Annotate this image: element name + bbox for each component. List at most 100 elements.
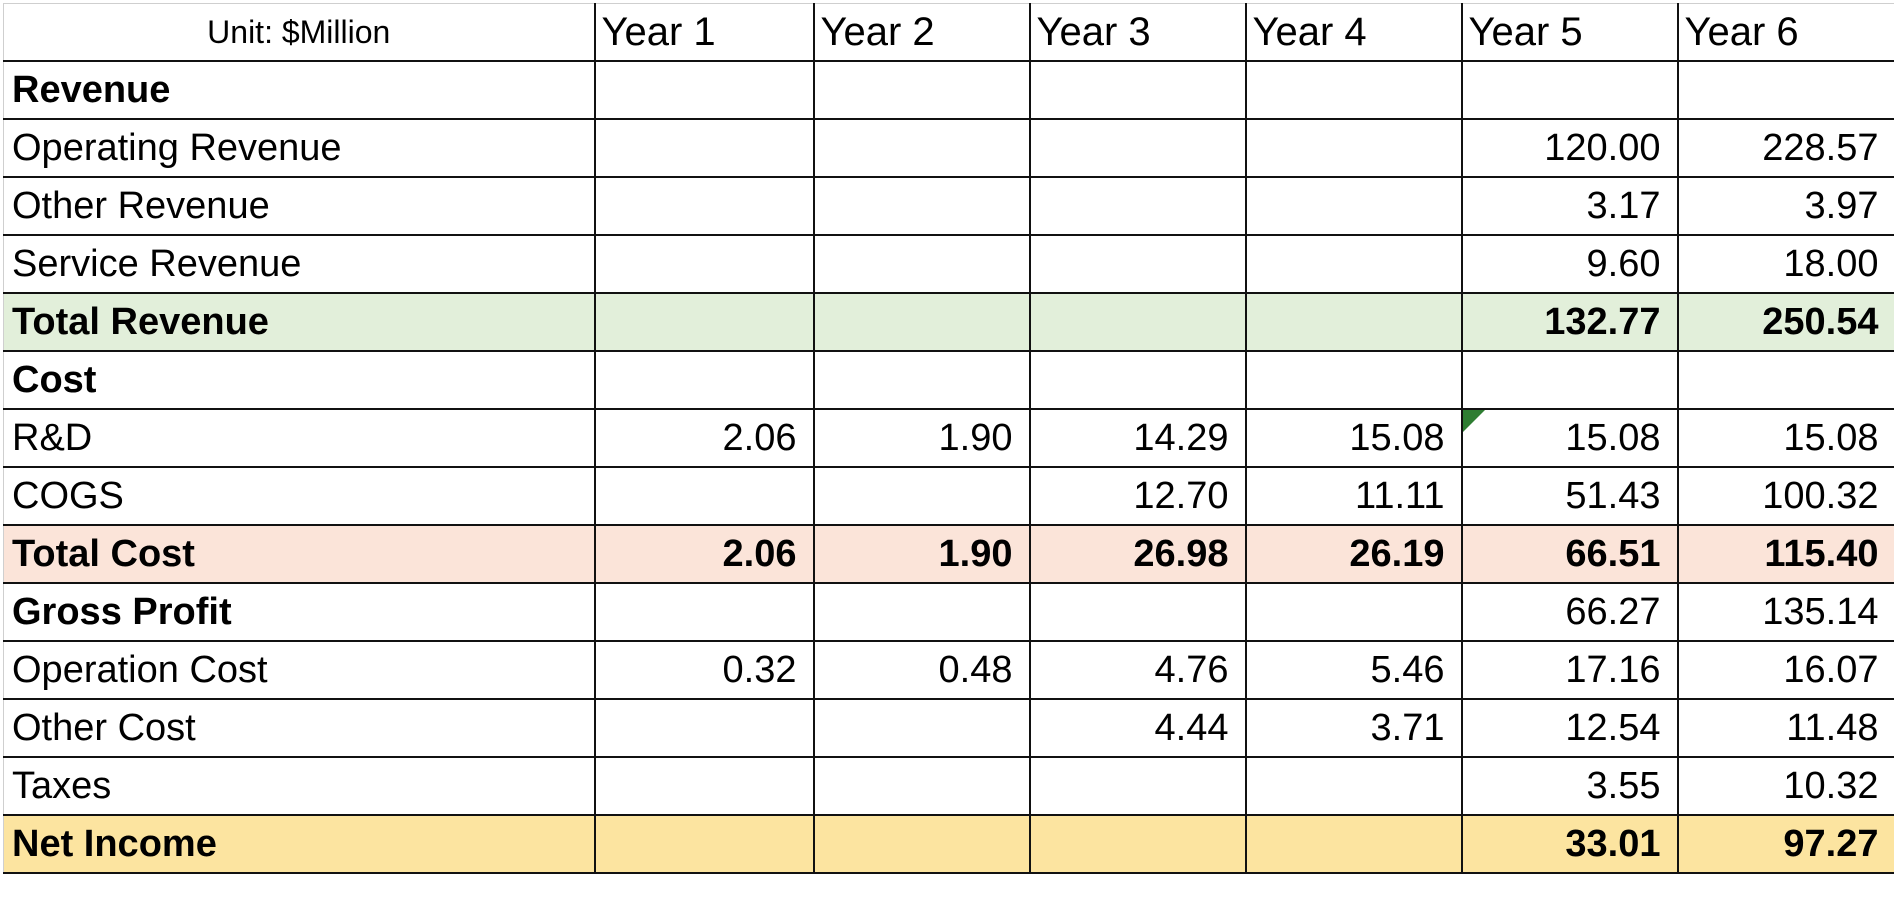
- cell[interactable]: 9.60: [1460, 234, 1679, 294]
- cell[interactable]: 100.32: [1676, 466, 1894, 526]
- cell[interactable]: [1244, 292, 1463, 352]
- cell[interactable]: 16.07: [1676, 640, 1894, 700]
- row-label[interactable]: Taxes: [3, 756, 596, 816]
- cell[interactable]: 10.32: [1676, 756, 1894, 816]
- cell[interactable]: [812, 118, 1031, 178]
- cell[interactable]: 15.08: [1244, 408, 1463, 468]
- cell[interactable]: [1028, 118, 1247, 178]
- cell[interactable]: [1244, 234, 1463, 294]
- cell[interactable]: [593, 292, 815, 352]
- cell[interactable]: 12.54: [1460, 698, 1679, 758]
- cell[interactable]: [812, 582, 1031, 642]
- cell[interactable]: [1028, 176, 1247, 236]
- cell[interactable]: 1.90: [812, 408, 1031, 468]
- cell[interactable]: [593, 466, 815, 526]
- row-label[interactable]: Service Revenue: [3, 234, 596, 294]
- cell[interactable]: 2.06: [593, 408, 815, 468]
- cell[interactable]: [1676, 350, 1894, 410]
- cell[interactable]: 33.01: [1460, 814, 1679, 874]
- cell[interactable]: 1.90: [812, 524, 1031, 584]
- cell[interactable]: 115.40: [1676, 524, 1894, 584]
- cell[interactable]: [812, 466, 1031, 526]
- cell[interactable]: [1028, 814, 1247, 874]
- cell[interactable]: [812, 814, 1031, 874]
- cell[interactable]: [1028, 756, 1247, 816]
- row-label[interactable]: Revenue: [3, 60, 596, 120]
- cell[interactable]: [593, 60, 815, 120]
- cell[interactable]: 26.98: [1028, 524, 1247, 584]
- cell[interactable]: 15.08: [1676, 408, 1894, 468]
- cell[interactable]: [593, 234, 815, 294]
- cell[interactable]: 14.29: [1028, 408, 1247, 468]
- year-header[interactable]: Year 3: [1028, 3, 1247, 62]
- row-label[interactable]: Operating Revenue: [3, 118, 596, 178]
- cell[interactable]: 5.46: [1244, 640, 1463, 700]
- row-label[interactable]: Other Cost: [3, 698, 596, 758]
- cell[interactable]: [812, 60, 1031, 120]
- row-label[interactable]: Gross Profit: [3, 582, 596, 642]
- cell[interactable]: [593, 350, 815, 410]
- row-label[interactable]: Total Cost: [3, 524, 596, 584]
- cell[interactable]: [1028, 350, 1247, 410]
- year-header[interactable]: Year 1: [593, 3, 815, 62]
- cell[interactable]: 51.43: [1460, 466, 1679, 526]
- cell[interactable]: 135.14: [1676, 582, 1894, 642]
- cell[interactable]: 3.55: [1460, 756, 1679, 816]
- cell[interactable]: 120.00: [1460, 118, 1679, 178]
- row-label[interactable]: Operation Cost: [3, 640, 596, 700]
- cell[interactable]: 0.32: [593, 640, 815, 700]
- cell[interactable]: [1244, 814, 1463, 874]
- cell[interactable]: 132.77: [1460, 292, 1679, 352]
- year-header[interactable]: Year 6: [1676, 3, 1894, 62]
- cell[interactable]: [1460, 350, 1679, 410]
- year-header[interactable]: Year 4: [1244, 3, 1463, 62]
- cell[interactable]: [1676, 60, 1894, 120]
- cell[interactable]: 12.70: [1028, 466, 1247, 526]
- cell[interactable]: [812, 756, 1031, 816]
- cell[interactable]: 3.17: [1460, 176, 1679, 236]
- cell-with-comment[interactable]: 15.08: [1460, 408, 1679, 468]
- cell[interactable]: 4.44: [1028, 698, 1247, 758]
- cell[interactable]: [812, 350, 1031, 410]
- cell[interactable]: [1028, 60, 1247, 120]
- cell[interactable]: [1244, 350, 1463, 410]
- cell[interactable]: [593, 698, 815, 758]
- cell[interactable]: [1028, 582, 1247, 642]
- cell[interactable]: [812, 176, 1031, 236]
- cell[interactable]: 4.76: [1028, 640, 1247, 700]
- cell[interactable]: [1244, 756, 1463, 816]
- cell[interactable]: [1244, 60, 1463, 120]
- unit-label[interactable]: Unit: $Million: [3, 3, 596, 62]
- cell[interactable]: [1028, 234, 1247, 294]
- cell[interactable]: 250.54: [1676, 292, 1894, 352]
- cell[interactable]: 228.57: [1676, 118, 1894, 178]
- row-label[interactable]: Other Revenue: [3, 176, 596, 236]
- row-label[interactable]: COGS: [3, 466, 596, 526]
- year-header[interactable]: Year 5: [1460, 3, 1679, 62]
- cell[interactable]: 3.71: [1244, 698, 1463, 758]
- cell[interactable]: [1028, 292, 1247, 352]
- cell[interactable]: 66.27: [1460, 582, 1679, 642]
- cell[interactable]: [1460, 60, 1679, 120]
- cell[interactable]: 0.48: [812, 640, 1031, 700]
- cell[interactable]: 3.97: [1676, 176, 1894, 236]
- cell[interactable]: 26.19: [1244, 524, 1463, 584]
- cell[interactable]: [812, 234, 1031, 294]
- cell[interactable]: 17.16: [1460, 640, 1679, 700]
- cell[interactable]: [593, 118, 815, 178]
- cell[interactable]: 18.00: [1676, 234, 1894, 294]
- cell[interactable]: [1244, 176, 1463, 236]
- cell[interactable]: [812, 698, 1031, 758]
- cell[interactable]: 2.06: [593, 524, 815, 584]
- cell[interactable]: 97.27: [1676, 814, 1894, 874]
- cell[interactable]: 66.51: [1460, 524, 1679, 584]
- cell[interactable]: 11.48: [1676, 698, 1894, 758]
- cell[interactable]: 11.11: [1244, 466, 1463, 526]
- cell[interactable]: [812, 292, 1031, 352]
- cell[interactable]: [593, 814, 815, 874]
- row-label[interactable]: Net Income: [3, 814, 596, 874]
- cell[interactable]: [593, 176, 815, 236]
- row-label[interactable]: Total Revenue: [3, 292, 596, 352]
- comment-indicator-icon[interactable]: [1463, 411, 1485, 432]
- cell[interactable]: [593, 582, 815, 642]
